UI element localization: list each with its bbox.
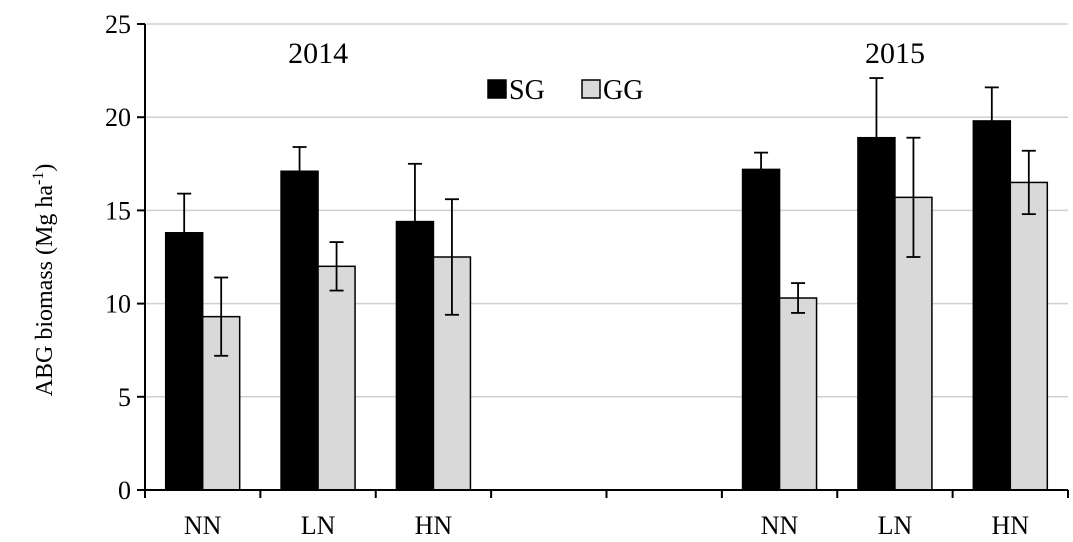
legend-swatch-gg — [581, 79, 601, 99]
y-tick-label: 15 — [105, 196, 131, 225]
bars — [164, 120, 1049, 491]
x-tick-label: HN — [992, 511, 1030, 540]
bar-sg — [280, 170, 319, 491]
year-label: 2014 — [288, 37, 348, 70]
x-tick-label: HN — [415, 511, 453, 540]
legend: SG GG — [487, 75, 643, 106]
x-tick-label: LN — [878, 511, 913, 540]
legend-swatch-sg — [487, 79, 507, 99]
bar-gg — [317, 265, 356, 491]
y-axis-title-sup: -1 — [30, 172, 47, 185]
bar-sg — [741, 168, 781, 491]
x-tick-label: NN — [761, 511, 799, 540]
bar-sg — [164, 232, 204, 491]
y-tick-label: 5 — [118, 383, 131, 412]
bar-sg — [972, 120, 1012, 491]
legend-label-gg: GG — [603, 75, 643, 106]
y-axis-title-suffix: ) — [32, 164, 58, 172]
y-tick-label: 25 — [105, 10, 131, 39]
bar-gg — [1009, 181, 1049, 491]
x-tick-label: LN — [301, 511, 336, 540]
y-tick-label: 20 — [105, 103, 131, 132]
x-tick-label: NN — [184, 511, 222, 540]
y-tick-label: 10 — [105, 290, 131, 319]
legend-label-sg: SG — [509, 75, 545, 106]
year-labels: 2014 2015 — [288, 37, 925, 70]
y-axis-title-main: ABG biomass (Mg ha — [32, 185, 58, 397]
y-tick-labels: 0 5 10 15 20 25 — [105, 10, 131, 505]
bar-gg — [778, 297, 818, 491]
y-axis-title: ABG biomass (Mg ha-1) — [30, 164, 58, 397]
error-bars — [177, 77, 1036, 357]
axes — [137, 23, 1069, 498]
year-label: 2015 — [865, 37, 925, 70]
y-tick-label: 0 — [118, 476, 131, 505]
x-tick-labels: NN LN HN NN LN HN — [184, 511, 1029, 540]
